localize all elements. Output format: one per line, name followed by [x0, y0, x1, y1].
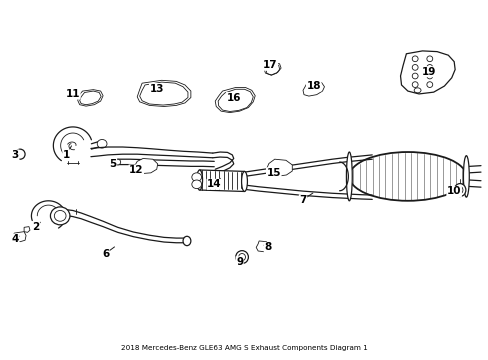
Text: 5: 5: [109, 159, 116, 169]
Ellipse shape: [346, 152, 351, 201]
Text: 10: 10: [446, 186, 461, 197]
Ellipse shape: [115, 159, 121, 165]
Polygon shape: [12, 231, 26, 242]
Polygon shape: [24, 226, 30, 232]
Text: 3: 3: [12, 150, 19, 160]
Polygon shape: [78, 90, 103, 106]
Text: 14: 14: [206, 179, 221, 189]
Text: 17: 17: [263, 60, 277, 70]
Ellipse shape: [463, 156, 468, 197]
Ellipse shape: [453, 184, 465, 197]
Text: 13: 13: [149, 84, 163, 94]
Polygon shape: [256, 241, 268, 252]
Text: 18: 18: [306, 81, 320, 91]
Text: 16: 16: [226, 93, 241, 103]
Text: 15: 15: [266, 168, 281, 178]
Text: 2018 Mercedes-Benz GLE63 AMG S Exhaust Components Diagram 1: 2018 Mercedes-Benz GLE63 AMG S Exhaust C…: [121, 345, 367, 351]
Polygon shape: [135, 158, 158, 174]
Text: 7: 7: [299, 195, 306, 205]
Polygon shape: [266, 159, 292, 176]
Ellipse shape: [235, 251, 248, 264]
Ellipse shape: [50, 207, 70, 225]
Ellipse shape: [241, 171, 247, 192]
Text: 6: 6: [102, 248, 109, 258]
Polygon shape: [303, 81, 324, 96]
Polygon shape: [199, 170, 244, 192]
Ellipse shape: [97, 139, 107, 148]
Text: 12: 12: [129, 165, 143, 175]
Text: 2: 2: [32, 222, 40, 232]
Ellipse shape: [191, 173, 201, 181]
Polygon shape: [400, 51, 454, 94]
Polygon shape: [137, 80, 190, 107]
Text: 19: 19: [421, 67, 435, 77]
Text: 9: 9: [236, 257, 243, 267]
Text: 4: 4: [12, 234, 19, 244]
Text: 11: 11: [65, 89, 80, 99]
Text: 1: 1: [63, 150, 70, 160]
Polygon shape: [264, 62, 281, 75]
Ellipse shape: [183, 236, 190, 246]
Ellipse shape: [196, 170, 202, 190]
Ellipse shape: [191, 180, 201, 189]
Polygon shape: [215, 87, 255, 113]
Text: 8: 8: [264, 242, 271, 252]
